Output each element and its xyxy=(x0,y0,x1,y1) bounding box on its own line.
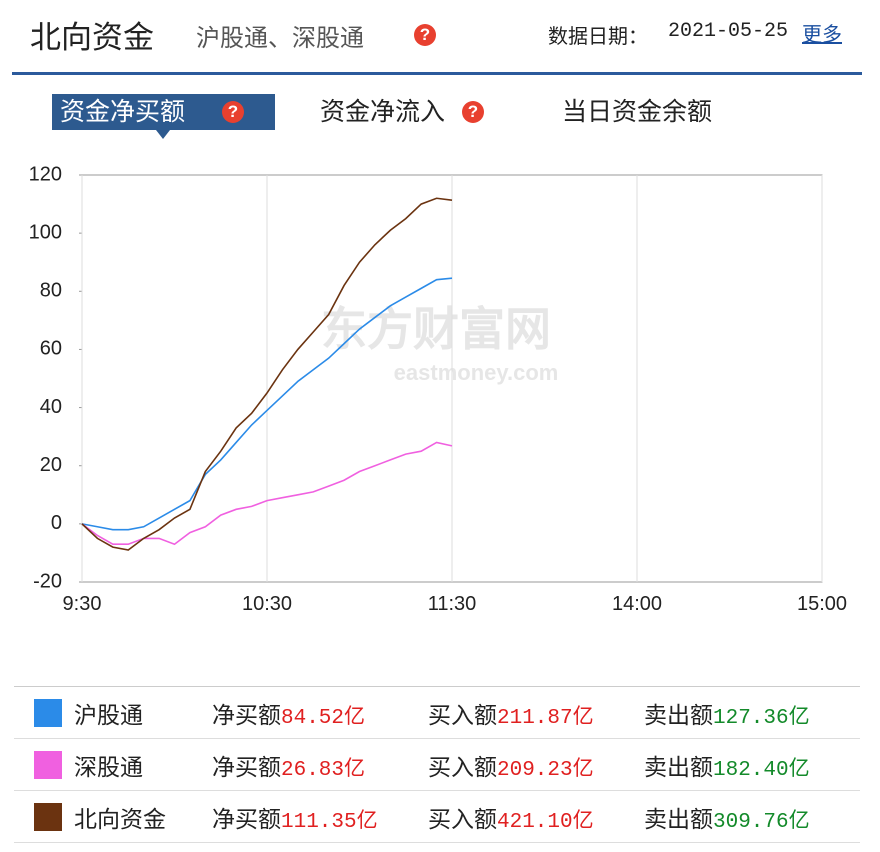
x-tick-label: 9:30 xyxy=(63,593,102,615)
summary-value: 211.87亿 xyxy=(497,706,594,730)
y-tick-label: 100 xyxy=(29,221,62,243)
summary-value: 209.23亿 xyxy=(497,758,594,782)
summary-table: 沪股通 净买额84.52亿 买入额211.87亿 卖出额127.36亿 深股通 净买额26… xyxy=(14,686,860,843)
summary-row: 深股通 净买额26.83亿 买入额209.23亿 卖出额182.40亿 xyxy=(14,738,860,791)
help-icon[interactable]: ? xyxy=(414,24,436,46)
summary-cell: 卖出额127.36亿 xyxy=(644,686,860,739)
legend-name: 沪股通 xyxy=(74,686,212,739)
legend-swatch xyxy=(34,802,62,831)
legend-swatch xyxy=(34,698,62,727)
summary-label: 卖出额 xyxy=(644,701,713,728)
summary-value: 111.35亿 xyxy=(281,810,378,834)
summary-label: 卖出额 xyxy=(644,753,713,780)
summary-label: 卖出额 xyxy=(644,805,713,832)
tab-label: 资金净流入 xyxy=(320,98,446,126)
summary-row: 北向资金 净买额111.35亿 买入额421.10亿 卖出额309.76亿 xyxy=(14,790,860,843)
summary-label: 买入额 xyxy=(428,753,497,780)
summary-label: 买入额 xyxy=(428,701,497,728)
summary-value: 26.83亿 xyxy=(281,758,366,782)
legend-swatch xyxy=(34,750,62,779)
y-tick-label: 120 xyxy=(29,163,62,185)
summary-value: 84.52亿 xyxy=(281,706,366,730)
summary-cell: 买入额209.23亿 xyxy=(428,738,644,791)
y-tick-label: -20 xyxy=(33,570,62,592)
summary-value: 127.36亿 xyxy=(713,706,810,730)
summary-cell: 净买额26.83亿 xyxy=(212,738,428,791)
subtitle: 沪股通、深股通 xyxy=(196,25,364,52)
date-label: 数据日期： xyxy=(548,26,648,48)
swatch-cell xyxy=(14,686,74,739)
legend-name: 深股通 xyxy=(74,738,212,791)
y-tick-label: 0 xyxy=(51,512,62,534)
tab-pointer xyxy=(156,130,170,139)
title: 北向资金 xyxy=(30,20,154,55)
x-tick-label: 10:30 xyxy=(242,593,292,615)
summary-value: 421.10亿 xyxy=(497,810,594,834)
summary-cell: 卖出额182.40亿 xyxy=(644,738,860,791)
help-icon[interactable]: ? xyxy=(462,101,484,123)
swatch-cell xyxy=(14,790,74,843)
swatch-cell xyxy=(14,738,74,791)
summary-cell: 买入额211.87亿 xyxy=(428,686,644,739)
date: 2021-05-25 xyxy=(668,20,789,43)
summary-label: 净买额 xyxy=(212,805,281,832)
summary-label: 净买额 xyxy=(212,701,281,728)
summary-label: 净买额 xyxy=(212,753,281,780)
series-line xyxy=(81,277,453,531)
watermark: 东方财富网 xyxy=(321,303,551,355)
tab-label: 当日资金余额 xyxy=(562,98,713,126)
summary-cell: 买入额421.10亿 xyxy=(428,790,644,843)
legend-name: 北向资金 xyxy=(74,790,212,843)
y-tick-label: 80 xyxy=(40,280,62,302)
summary-value: 182.40亿 xyxy=(713,758,810,782)
x-tick-label: 11:30 xyxy=(428,593,477,615)
series-line xyxy=(81,197,453,551)
y-tick-label: 60 xyxy=(40,338,62,360)
summary-label: 买入额 xyxy=(428,805,497,832)
summary-row: 沪股通 净买额84.52亿 买入额211.87亿 卖出额127.36亿 xyxy=(14,686,860,739)
x-tick-label: 15:00 xyxy=(797,593,847,615)
tab[interactable]: 当日资金余额 xyxy=(562,94,712,130)
tab[interactable]: 资金净流入 xyxy=(320,94,445,130)
watermark: eastmoney.com xyxy=(394,360,559,385)
help-icon[interactable]: ? xyxy=(222,101,244,123)
summary-cell: 净买额111.35亿 xyxy=(212,790,428,843)
more-link[interactable]: 更多 xyxy=(802,24,842,46)
tab-label: 资金净买额 xyxy=(60,98,186,126)
header-rule xyxy=(12,72,862,75)
summary-value: 309.76亿 xyxy=(713,810,810,834)
x-tick-label: 14:00 xyxy=(612,593,662,615)
summary-cell: 净买额84.52亿 xyxy=(212,686,428,739)
y-tick-label: 20 xyxy=(40,454,62,476)
summary-cell: 卖出额309.76亿 xyxy=(644,790,860,843)
chart: 东方财富网 eastmoney.com -20 0 20 40 60 80 100 120 9:… xyxy=(29,163,847,615)
y-tick-label: 40 xyxy=(40,396,62,418)
